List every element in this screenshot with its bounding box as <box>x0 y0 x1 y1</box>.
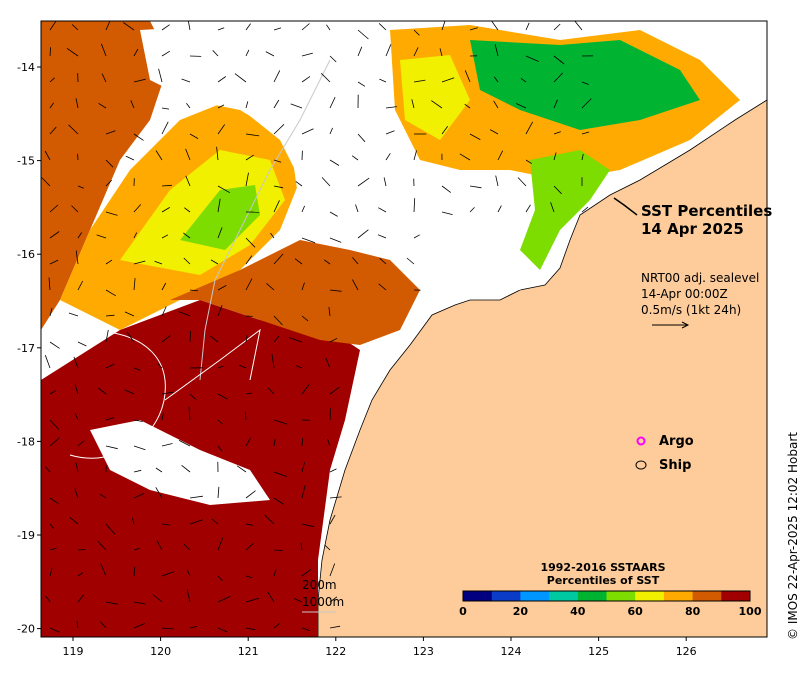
map-title: SST Percentiles 14 Apr 2025 <box>641 202 772 238</box>
colorbar-segment <box>578 591 607 601</box>
colorbar-segment <box>607 591 636 601</box>
lon-tick-label: 126 <box>676 645 697 658</box>
colorbar-title-line-1: 1992-2016 SSTAARS <box>503 561 703 574</box>
depth-label-1000m: 1000m <box>302 594 344 610</box>
lat-tick-label: -18 <box>17 435 35 448</box>
current-vector <box>274 550 283 551</box>
colorbar-segment <box>463 591 492 601</box>
current-vector <box>330 408 331 420</box>
colorbar-title: 1992-2016 SSTAARS Percentiles of SST <box>503 561 703 587</box>
lon-tick-label: 124 <box>501 645 522 658</box>
title-line-2: 14 Apr 2025 <box>641 220 772 238</box>
title-line-1: SST Percentiles <box>641 202 772 220</box>
colorbar-segment <box>492 591 521 601</box>
argo-label: Argo <box>659 434 694 449</box>
colorbar <box>463 591 751 601</box>
colorbar-tick-label: 80 <box>685 605 700 618</box>
lon-tick-label: 122 <box>325 645 346 658</box>
colorbar-tick-label: 20 <box>513 605 528 618</box>
lon-tick-label: 119 <box>63 645 84 658</box>
colorbar-tick-label: 40 <box>570 605 585 618</box>
current-vector <box>190 331 191 342</box>
lat-tick-label: -19 <box>17 529 35 542</box>
lat-tick-label: -17 <box>17 342 35 355</box>
colorbar-segment <box>635 591 664 601</box>
info-line-1: NRT00 adj. sealevel <box>641 270 759 286</box>
colorbar-tick-label: 0 <box>459 605 467 618</box>
colorbar-segment <box>721 591 750 601</box>
colorbar-tick-label: 100 <box>739 605 762 618</box>
lon-tick-label: 121 <box>238 645 259 658</box>
lat-tick-label: -20 <box>17 623 35 636</box>
colorbar-segment <box>664 591 693 601</box>
colorbar-tick-label: 60 <box>628 605 643 618</box>
ship-label: Ship <box>659 458 691 473</box>
lon-tick-label: 120 <box>150 645 171 658</box>
longitude-axis: 119 120 121 122 123 124 125 126 <box>63 637 697 658</box>
lat-tick-label: -15 <box>17 155 35 168</box>
colorbar-segment <box>693 591 722 601</box>
colorbar-title-line-2: Percentiles of SST <box>503 574 703 587</box>
lat-tick-label: -16 <box>17 248 35 261</box>
lat-tick-label: -14 <box>17 61 35 74</box>
lon-tick-label: 125 <box>588 645 609 658</box>
vector-info: NRT00 adj. sealevel 14-Apr 00:00Z 0.5m/s… <box>641 270 759 318</box>
latitude-axis: -14 -15 -16 -17 -18 -19 -20 <box>17 61 41 636</box>
lon-tick-label: 123 <box>413 645 434 658</box>
info-line-2: 14-Apr 00:00Z <box>641 286 759 302</box>
colorbar-segment <box>549 591 578 601</box>
colorbar-segment <box>520 591 549 601</box>
current-vector <box>78 550 85 551</box>
depth-label-200m: 200m <box>302 577 337 593</box>
info-line-3: 0.5m/s (1kt 24h) <box>641 302 759 318</box>
imos-credit: © IMOS 22-Apr-2025 12:02 Hobart <box>786 432 800 640</box>
